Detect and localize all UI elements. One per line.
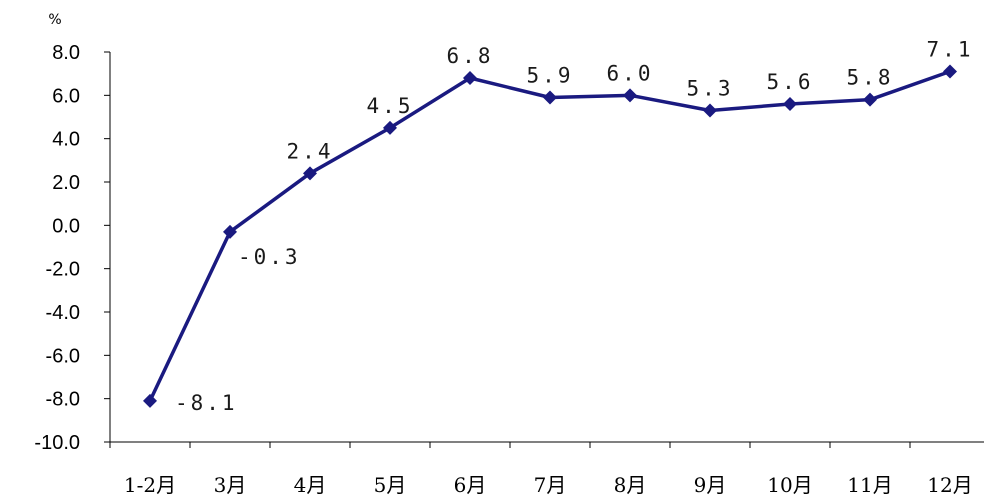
data-label: -0.3: [238, 245, 301, 269]
data-label: 5.3: [687, 77, 734, 101]
data-point: [943, 64, 957, 79]
data-point: [463, 71, 477, 85]
data-labels: -8.1 -0.3 2.4 4.5 6.8 5.9 6.0 5.3 5.6 5.8 7.1: [175, 38, 974, 415]
x-tick-labels: 1-2月 3月 4月 5月 6月 7月 8月 9月 10月 11月 12月: [124, 473, 973, 497]
y-tick-label: 0.0: [52, 215, 80, 237]
data-point: [623, 88, 637, 103]
y-tick-label: -8.0: [46, 389, 80, 411]
y-tick-label: -2.0: [46, 259, 80, 281]
data-label: 6.8: [447, 44, 494, 68]
data-label: 5.6: [767, 70, 814, 94]
axes: [104, 51, 984, 448]
x-tick-label: 11月: [847, 473, 892, 497]
x-tick-label: 7月: [534, 473, 567, 497]
data-label: 6.0: [607, 61, 654, 85]
y-tick-label: 4.0: [52, 129, 80, 151]
y-tick-label: 2.0: [52, 172, 80, 194]
data-point: [143, 393, 157, 408]
y-axis-unit: %: [48, 12, 61, 28]
y-tick-label: -4.0: [46, 302, 80, 324]
y-tick-labels: 8.0 6.0 4.0 2.0 0.0 -2.0 -4.0 -6.0 -8.0 -10.0: [34, 42, 80, 454]
data-point: [303, 166, 317, 181]
data-label: 4.5: [367, 94, 414, 118]
y-tick-label: 8.0: [52, 42, 80, 64]
data-label: 2.4: [287, 139, 334, 163]
data-label: 7.1: [927, 38, 974, 62]
data-point: [783, 97, 797, 111]
x-tick-label: 1-2月: [124, 473, 176, 497]
series-line: [148, 69, 951, 402]
y-tick-label: -6.0: [46, 345, 80, 367]
data-point: [383, 120, 397, 135]
data-markers: [143, 64, 957, 408]
data-point: [223, 224, 237, 239]
data-label: 5.9: [527, 64, 574, 88]
data-label: 5.8: [847, 66, 894, 90]
x-tick-label: 5月: [374, 473, 407, 497]
x-tick-label: 6月: [454, 473, 487, 497]
data-point: [703, 103, 717, 118]
x-tick-label: 4月: [294, 473, 327, 497]
y-tick-label: 6.0: [52, 85, 80, 107]
data-point: [863, 92, 877, 107]
x-tick-label: 10月: [767, 473, 812, 497]
x-tick-label: 8月: [614, 473, 647, 497]
data-label: -8.1: [175, 391, 238, 415]
x-tick-label: 12月: [927, 473, 972, 497]
y-tick-label: -10.0: [34, 432, 80, 454]
x-tick-label: 9月: [694, 473, 727, 497]
x-tick-label: 3月: [214, 473, 247, 497]
data-point: [543, 90, 557, 105]
